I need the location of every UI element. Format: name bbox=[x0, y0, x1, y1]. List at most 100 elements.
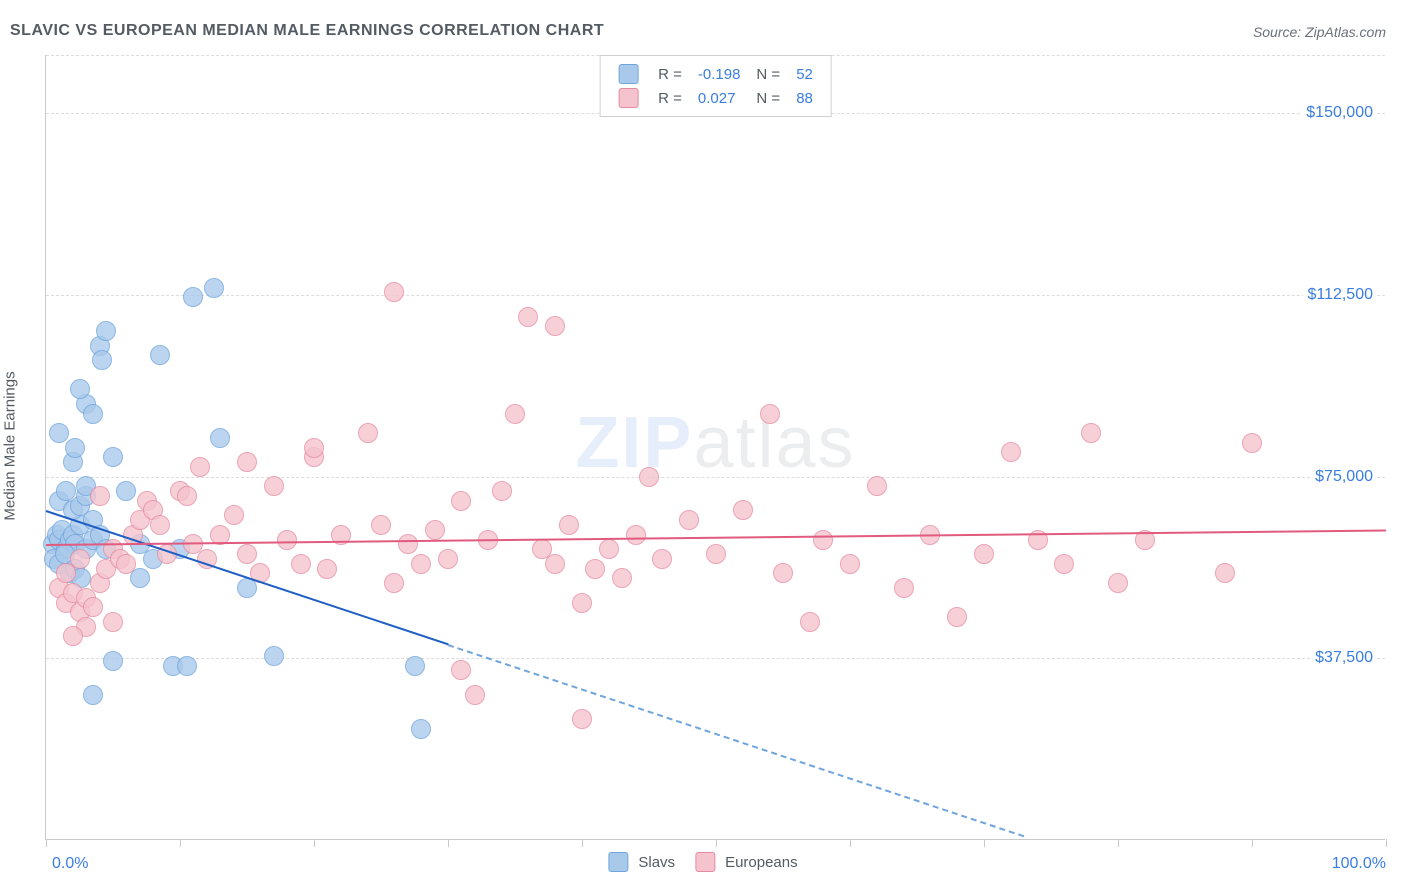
x-tick bbox=[1252, 839, 1253, 847]
series-legend: Slavs Europeans bbox=[598, 852, 807, 876]
correlation-row: R =0.027N =88 bbox=[610, 86, 821, 110]
data-point bbox=[116, 554, 136, 574]
data-point bbox=[116, 481, 136, 501]
legend-item: Europeans bbox=[695, 852, 798, 872]
data-point bbox=[800, 612, 820, 632]
data-point bbox=[559, 515, 579, 535]
data-point bbox=[894, 578, 914, 598]
data-point bbox=[505, 404, 525, 424]
y-tick-label: $37,500 bbox=[1311, 649, 1377, 667]
trend-line bbox=[448, 644, 1025, 837]
data-point bbox=[867, 476, 887, 496]
data-point bbox=[1054, 554, 1074, 574]
x-min-label: 0.0% bbox=[52, 855, 88, 873]
data-point bbox=[411, 554, 431, 574]
x-tick bbox=[46, 839, 47, 847]
data-point bbox=[733, 500, 753, 520]
data-point bbox=[612, 568, 632, 588]
y-tick-label: $150,000 bbox=[1302, 104, 1377, 122]
x-max-label: 100.0% bbox=[1332, 855, 1386, 873]
data-point bbox=[438, 549, 458, 569]
data-point bbox=[652, 549, 672, 569]
data-point bbox=[177, 486, 197, 506]
data-point bbox=[518, 307, 538, 327]
plot-area: R =-0.198N =52R =0.027N =88 ZIPatlas $37… bbox=[45, 55, 1385, 840]
data-point bbox=[405, 656, 425, 676]
data-point bbox=[96, 321, 116, 341]
data-point bbox=[92, 350, 112, 370]
data-point bbox=[760, 404, 780, 424]
data-point bbox=[264, 646, 284, 666]
data-point bbox=[49, 423, 69, 443]
x-tick bbox=[1386, 839, 1387, 847]
data-point bbox=[70, 549, 90, 569]
y-tick-label: $112,500 bbox=[1303, 286, 1377, 304]
data-point bbox=[492, 481, 512, 501]
data-point bbox=[103, 612, 123, 632]
data-point bbox=[264, 476, 284, 496]
data-point bbox=[65, 438, 85, 458]
data-point bbox=[384, 282, 404, 302]
x-tick bbox=[448, 839, 449, 847]
gridline bbox=[46, 658, 1385, 659]
data-point bbox=[177, 656, 197, 676]
data-point bbox=[451, 491, 471, 511]
data-point bbox=[974, 544, 994, 564]
legend-item: Slavs bbox=[608, 852, 675, 872]
data-point bbox=[190, 457, 210, 477]
data-point bbox=[237, 544, 257, 564]
x-tick bbox=[850, 839, 851, 847]
x-tick bbox=[314, 839, 315, 847]
data-point bbox=[1001, 442, 1021, 462]
data-point bbox=[947, 607, 967, 627]
data-point bbox=[83, 404, 103, 424]
data-point bbox=[398, 534, 418, 554]
gridline bbox=[46, 477, 1385, 478]
data-point bbox=[224, 505, 244, 525]
data-point bbox=[237, 452, 257, 472]
data-point bbox=[599, 539, 619, 559]
x-tick bbox=[1118, 839, 1119, 847]
data-point bbox=[291, 554, 311, 574]
data-point bbox=[304, 438, 324, 458]
data-point bbox=[545, 554, 565, 574]
y-axis-label: Median Male Earnings bbox=[2, 371, 19, 520]
data-point bbox=[813, 530, 833, 550]
data-point bbox=[183, 287, 203, 307]
data-point bbox=[204, 278, 224, 298]
data-point bbox=[1108, 573, 1128, 593]
data-point bbox=[706, 544, 726, 564]
correlation-legend: R =-0.198N =52R =0.027N =88 bbox=[599, 55, 832, 117]
data-point bbox=[1242, 433, 1262, 453]
data-point bbox=[840, 554, 860, 574]
data-point bbox=[572, 709, 592, 729]
data-point bbox=[384, 573, 404, 593]
data-point bbox=[90, 486, 110, 506]
data-point bbox=[425, 520, 445, 540]
data-point bbox=[451, 660, 471, 680]
watermark: ZIPatlas bbox=[575, 402, 855, 484]
data-point bbox=[545, 316, 565, 336]
data-point bbox=[465, 685, 485, 705]
x-tick bbox=[984, 839, 985, 847]
data-point bbox=[83, 685, 103, 705]
data-point bbox=[358, 423, 378, 443]
gridline bbox=[46, 295, 1385, 296]
data-point bbox=[639, 467, 659, 487]
data-point bbox=[679, 510, 699, 530]
data-point bbox=[317, 559, 337, 579]
source-label: Source: ZipAtlas.com bbox=[1253, 24, 1386, 40]
data-point bbox=[150, 515, 170, 535]
data-point bbox=[83, 597, 103, 617]
x-tick bbox=[716, 839, 717, 847]
data-point bbox=[773, 563, 793, 583]
data-point bbox=[103, 447, 123, 467]
data-point bbox=[585, 559, 605, 579]
data-point bbox=[1215, 563, 1235, 583]
data-point bbox=[277, 530, 297, 550]
correlation-row: R =-0.198N =52 bbox=[610, 62, 821, 86]
data-point bbox=[572, 593, 592, 613]
data-point bbox=[103, 651, 123, 671]
y-tick-label: $75,000 bbox=[1311, 468, 1377, 486]
x-tick bbox=[180, 839, 181, 847]
